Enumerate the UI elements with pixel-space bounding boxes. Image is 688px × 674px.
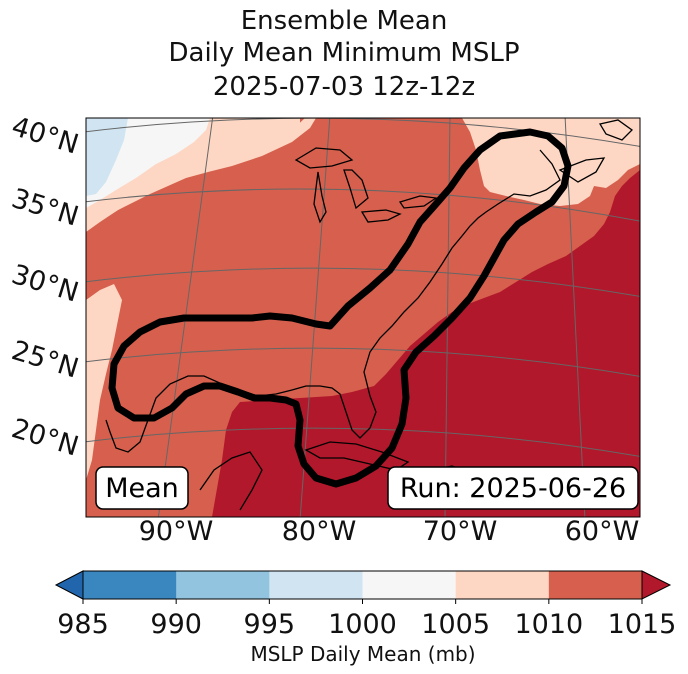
title-line-1: Ensemble Mean [240,6,448,36]
colorbar-tick-1005: 1005 [421,609,490,640]
lon-label-90w: 90°W [139,516,214,547]
colorbar-tick-985: 985 [57,609,109,640]
colorbar-label: MSLP Daily Mean (mb) [250,642,475,666]
lon-label-70w: 70°W [423,516,498,547]
lon-label-60w: 60°W [565,516,640,547]
field-1005-1010-west-band [86,118,300,232]
title-line-2: Daily Mean Minimum MSLP [168,38,520,68]
map-frame [85,117,641,518]
title-line-3: 2025-07-03 12z-12z [212,72,476,102]
lon-label-80w: 80°W [282,516,357,547]
colorbar-bin-1000-1005 [362,571,457,599]
colorbar-bin-1005-1010 [455,571,550,599]
colorbar-tick-990: 990 [150,609,202,640]
run-box-label: Run: 2025-06-26 [400,473,626,504]
colorbar-under-arrow [54,570,84,600]
colorbar-tick-995: 995 [244,609,296,640]
lat-label-25: 25°N [8,335,82,385]
lat-label-40: 40°N [8,111,82,161]
lat-label-30: 30°N [8,259,82,309]
colorbar-bin-985-990 [83,571,177,599]
field-1005-1010-sw [86,284,122,480]
colorbar-tick-1010: 1010 [514,609,583,640]
run-box [387,466,639,510]
colorbar-tick-1000: 1000 [328,609,397,640]
map-panel [86,118,640,517]
colorbar-bin-995-1000 [269,571,363,599]
colorbar-bin-990-995 [176,571,270,599]
highlight-contour [108,128,572,488]
colorbar: 985 990 995 1000 1005 1010 1015 MSLP Daily Mea… [54,570,677,666]
colorbar-over-arrow [641,570,672,600]
mean-box-label: Mean [105,473,179,504]
colorbar-bin-1010-1015 [548,571,643,599]
lat-label-35: 35°N [8,183,82,233]
mean-box [95,466,189,510]
lat-label-20: 20°N [8,413,82,463]
colorbar-tick-1015: 1015 [608,609,677,640]
field-995-1000 [86,118,128,196]
